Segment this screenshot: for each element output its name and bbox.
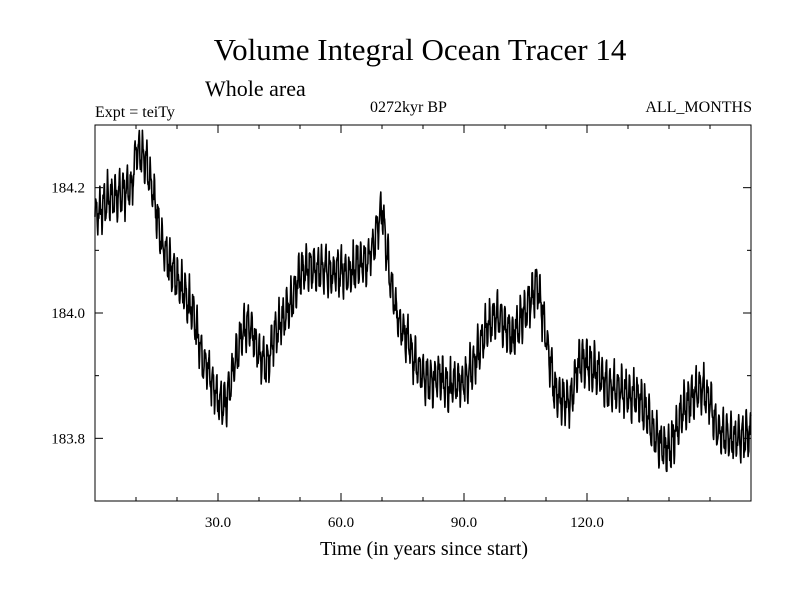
y-tick-label: 184.2 (51, 181, 85, 197)
axis-ticks: 30.0 60.0 90.0 120.0 183.8 184.0 184.2 (51, 125, 751, 531)
x-tick-label: 120.0 (570, 515, 604, 531)
x-tick-label: 60.0 (328, 515, 354, 531)
x-axis-label: Time (in years since start) (320, 538, 528, 560)
chart-title: Volume Integral Ocean Tracer 14 (213, 32, 627, 67)
experiment-label: Expt = teiTy (95, 104, 175, 121)
y-tick-label: 184.0 (51, 306, 85, 322)
period-label: 0272kyr BP (370, 99, 447, 116)
x-tick-label: 30.0 (205, 515, 231, 531)
months-label: ALL_MONTHS (645, 99, 752, 116)
series-line (94, 129, 752, 473)
x-tick-label: 90.0 (451, 515, 477, 531)
series-group (94, 129, 752, 473)
chart-subtitle: Whole area (205, 76, 306, 101)
y-tick-label: 183.8 (51, 431, 85, 447)
